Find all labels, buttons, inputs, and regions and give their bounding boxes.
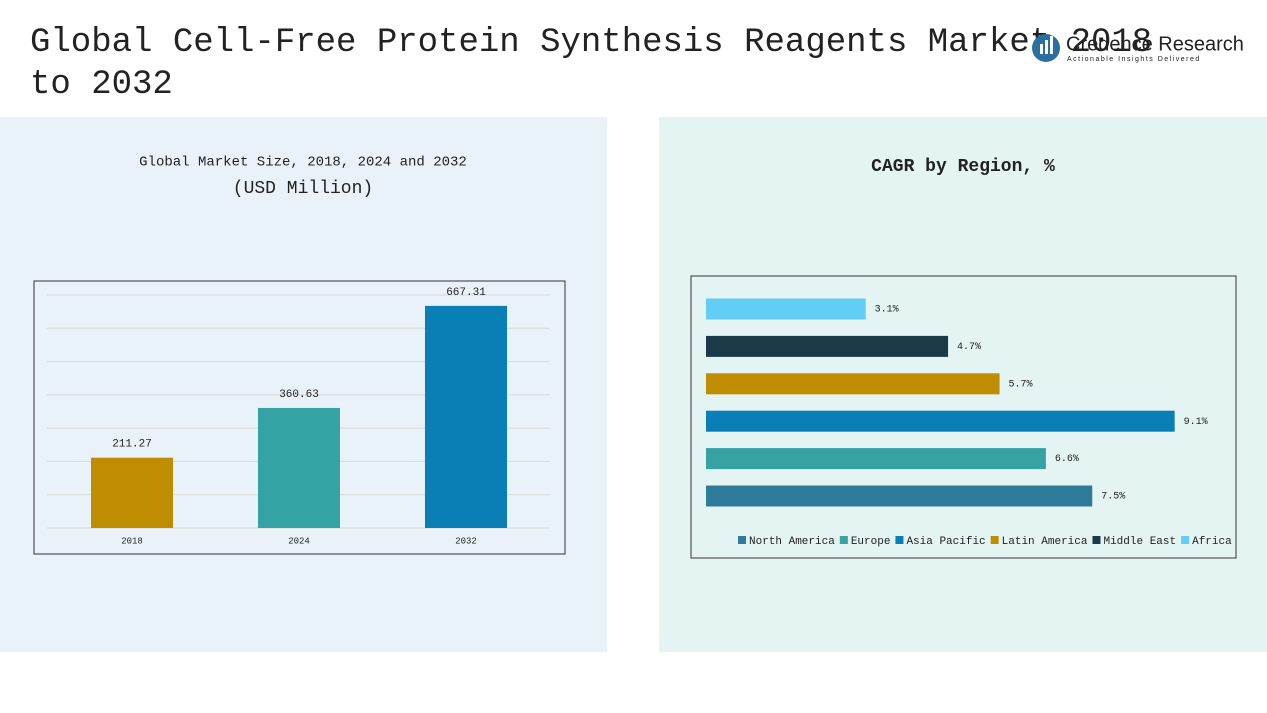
value-label: 667.31	[446, 287, 486, 299]
legend-label: Africa	[1192, 536, 1232, 548]
bar	[706, 335, 949, 357]
legend-swatch	[1092, 536, 1101, 544]
bar	[706, 373, 1000, 395]
legend-label: Europe	[851, 536, 891, 548]
title-line: to 2032	[30, 66, 173, 104]
chart-subtitle: (USD Million)	[233, 179, 373, 199]
bar	[706, 410, 1175, 432]
legend-label: North America	[749, 536, 835, 548]
value-label: 9.1%	[1184, 417, 1208, 428]
logo-tagline: Actionable Insights Delivered	[1067, 56, 1201, 63]
value-label: 5.7%	[1009, 379, 1033, 390]
value-label: 360.63	[279, 389, 319, 401]
value-label: 7.5%	[1101, 492, 1125, 503]
chart-title: CAGR by Region, %	[871, 157, 1055, 177]
bar	[706, 298, 866, 320]
legend-swatch	[895, 536, 904, 544]
page-title: Global Cell-Free Protein Synthesis Reage…	[30, 24, 1152, 104]
logo-icon-bar	[1050, 36, 1053, 54]
legend-swatch	[990, 536, 999, 544]
logo: Credence Research Actionable Insights De…	[1032, 33, 1244, 63]
chart-frame	[33, 280, 566, 555]
bar	[91, 457, 173, 528]
bar	[258, 407, 340, 528]
value-label: 3.1%	[875, 305, 899, 316]
value-label: 211.27	[112, 439, 152, 451]
legend-label: Latin America	[1002, 536, 1088, 548]
legend-label: Asia Pacific	[906, 536, 985, 548]
logo-name: Credence Research	[1066, 33, 1244, 55]
legend-swatch	[738, 536, 746, 544]
legend-label: Middle East	[1103, 536, 1176, 548]
logo-icon-bar	[1040, 44, 1043, 54]
logo-icon-bar	[1045, 40, 1048, 54]
value-label: 6.6%	[1055, 454, 1079, 465]
x-tick-label: 2024	[288, 536, 310, 546]
legend-swatch	[839, 536, 848, 544]
bar	[706, 485, 1093, 507]
bar	[425, 305, 507, 528]
title-line: Global Cell-Free Protein Synthesis Reage…	[30, 24, 1152, 62]
x-tick-label: 2018	[121, 536, 143, 546]
value-label: 4.7%	[957, 342, 981, 353]
x-tick-label: 2032	[455, 536, 477, 546]
chart-frame	[690, 275, 1237, 559]
chart-title: Global Market Size, 2018, 2024 and 2032	[139, 155, 467, 171]
bar	[706, 448, 1046, 470]
legend-swatch	[1181, 536, 1190, 544]
